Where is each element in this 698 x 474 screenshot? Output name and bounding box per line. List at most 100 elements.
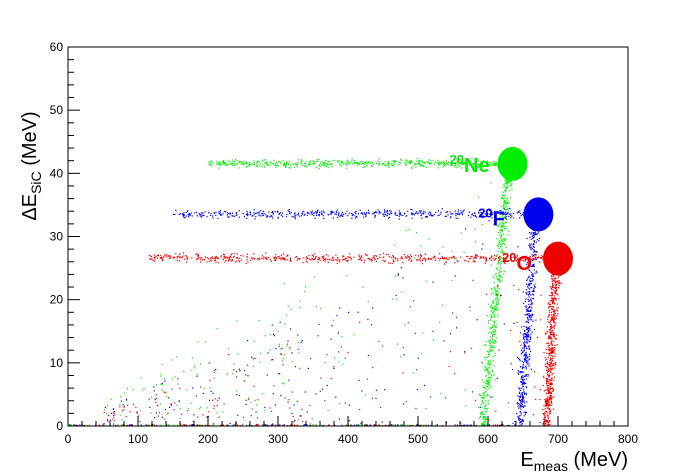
data-point (209, 163, 211, 165)
data-point (529, 351, 532, 353)
data-point (199, 408, 201, 410)
data-point (481, 213, 483, 215)
data-point (290, 164, 292, 167)
data-point (347, 259, 349, 261)
data-point (267, 424, 269, 426)
data-point (271, 359, 274, 361)
data-point (545, 405, 547, 407)
data-point (404, 159, 406, 161)
data-point (272, 162, 274, 164)
data-point (504, 185, 506, 187)
data-point (512, 170, 514, 173)
data-point (550, 319, 552, 321)
data-point (550, 371, 552, 373)
data-point (452, 312, 454, 314)
data-point (455, 163, 457, 165)
data-point (371, 165, 373, 167)
data-point (228, 260, 230, 262)
data-point (524, 345, 526, 347)
data-point (486, 369, 488, 371)
data-point (551, 352, 553, 354)
data-point (454, 166, 456, 168)
data-point (372, 164, 375, 166)
data-point (462, 163, 464, 165)
data-point (370, 258, 372, 261)
data-point (216, 405, 218, 407)
data-point (524, 402, 526, 404)
data-point (455, 164, 457, 166)
data-point (518, 211, 520, 213)
data-point (530, 286, 532, 289)
data-point (262, 210, 264, 212)
data-point (233, 215, 235, 217)
data-point (271, 324, 273, 326)
data-point (464, 350, 466, 353)
data-point (550, 352, 552, 354)
data-point (259, 361, 261, 363)
data-point (491, 369, 493, 371)
data-point (550, 412, 552, 414)
data-point (251, 258, 253, 260)
data-point (246, 217, 248, 219)
data-point (151, 397, 153, 399)
data-point (555, 280, 557, 282)
data-point (213, 371, 215, 373)
data-point (532, 314, 534, 317)
data-point (526, 289, 528, 291)
data-point (239, 160, 241, 162)
data-point (312, 163, 314, 165)
data-point (547, 370, 549, 372)
data-point (520, 421, 522, 423)
data-point (303, 257, 305, 259)
data-point (286, 255, 288, 257)
data-point (527, 319, 529, 321)
data-point (484, 406, 486, 408)
data-point (247, 213, 249, 215)
data-point (521, 213, 523, 215)
data-point (491, 287, 493, 290)
data-point (230, 256, 232, 258)
data-point (204, 424, 206, 426)
data-point (196, 211, 198, 213)
data-point (535, 241, 537, 243)
data-point (479, 406, 481, 408)
data-point (420, 164, 422, 166)
data-point (552, 320, 554, 322)
data-point (258, 161, 260, 163)
data-point (495, 303, 497, 305)
data-point (245, 399, 247, 401)
data-point (551, 334, 553, 336)
data-point (482, 256, 484, 259)
data-point (549, 392, 551, 394)
data-point (456, 213, 458, 215)
data-point (304, 286, 306, 288)
data-point (557, 250, 559, 252)
data-point (313, 256, 315, 258)
data-point (523, 338, 525, 341)
data-point (486, 165, 488, 167)
data-point (528, 347, 530, 349)
data-point (489, 372, 491, 374)
data-point (270, 162, 272, 164)
data-point (425, 407, 427, 410)
data-point (345, 163, 347, 165)
data-point (497, 263, 499, 265)
data-point (527, 339, 529, 341)
data-point (330, 338, 332, 340)
data-point (199, 215, 201, 217)
data-point (485, 410, 488, 413)
data-point (389, 262, 391, 264)
data-point (256, 212, 258, 214)
data-point (548, 364, 550, 366)
data-point (196, 258, 198, 260)
data-point (294, 218, 296, 220)
data-point (169, 257, 171, 259)
data-point (215, 256, 218, 258)
data-point (506, 218, 508, 220)
data-point (286, 161, 288, 163)
data-point (483, 402, 485, 404)
data-point (236, 258, 238, 260)
data-point (196, 253, 198, 255)
data-point (463, 162, 465, 164)
data-point (401, 291, 403, 294)
